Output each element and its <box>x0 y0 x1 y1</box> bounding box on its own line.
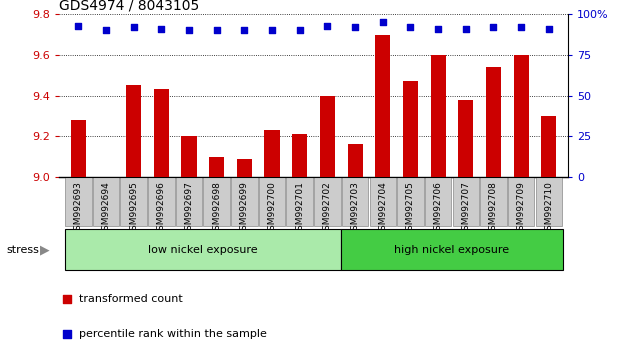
Text: GSM992705: GSM992705 <box>406 181 415 236</box>
Point <box>129 24 138 30</box>
Bar <box>430 55 446 177</box>
FancyBboxPatch shape <box>231 177 258 226</box>
FancyBboxPatch shape <box>369 177 396 226</box>
Text: high nickel exposure: high nickel exposure <box>394 245 510 255</box>
Text: GSM992710: GSM992710 <box>545 181 553 236</box>
Bar <box>292 134 307 177</box>
Text: transformed count: transformed count <box>79 293 183 304</box>
Bar <box>514 55 528 177</box>
Bar <box>237 159 252 177</box>
Point <box>184 28 194 33</box>
Point <box>61 296 71 302</box>
Point <box>101 28 111 33</box>
Point <box>267 28 277 33</box>
Bar <box>181 136 197 177</box>
Bar <box>375 35 391 177</box>
Point <box>322 23 332 28</box>
Text: GSM992693: GSM992693 <box>74 181 83 236</box>
FancyBboxPatch shape <box>453 177 479 226</box>
Text: GSM992699: GSM992699 <box>240 181 249 236</box>
FancyBboxPatch shape <box>480 177 507 226</box>
Point <box>212 28 222 33</box>
FancyBboxPatch shape <box>148 177 175 226</box>
Text: GSM992709: GSM992709 <box>517 181 525 236</box>
Point <box>544 26 554 32</box>
Text: low nickel exposure: low nickel exposure <box>148 245 258 255</box>
Point <box>516 24 526 30</box>
Text: ▶: ▶ <box>40 243 50 256</box>
Text: GSM992701: GSM992701 <box>295 181 304 236</box>
Text: percentile rank within the sample: percentile rank within the sample <box>79 329 267 339</box>
Point <box>156 26 166 32</box>
Bar <box>71 120 86 177</box>
Point <box>61 331 71 336</box>
Bar <box>348 144 363 177</box>
Point <box>489 24 499 30</box>
Text: GDS4974 / 8043105: GDS4974 / 8043105 <box>59 0 199 13</box>
FancyBboxPatch shape <box>176 177 202 226</box>
Text: GSM992706: GSM992706 <box>433 181 443 236</box>
Point <box>433 26 443 32</box>
Text: GSM992707: GSM992707 <box>461 181 470 236</box>
Bar <box>209 157 224 177</box>
FancyBboxPatch shape <box>65 177 92 226</box>
Text: GSM992698: GSM992698 <box>212 181 221 236</box>
Bar <box>154 90 169 177</box>
Text: GSM992702: GSM992702 <box>323 181 332 236</box>
FancyBboxPatch shape <box>314 177 341 226</box>
Bar <box>458 99 473 177</box>
FancyBboxPatch shape <box>286 177 313 226</box>
FancyBboxPatch shape <box>342 177 368 226</box>
FancyBboxPatch shape <box>65 229 342 270</box>
Point <box>406 24 415 30</box>
Text: GSM992697: GSM992697 <box>184 181 194 236</box>
Bar <box>403 81 418 177</box>
Text: GSM992700: GSM992700 <box>268 181 276 236</box>
Bar <box>126 85 142 177</box>
FancyBboxPatch shape <box>120 177 147 226</box>
Text: GSM992696: GSM992696 <box>157 181 166 236</box>
FancyBboxPatch shape <box>397 177 424 226</box>
FancyBboxPatch shape <box>425 177 451 226</box>
Point <box>73 23 83 28</box>
Text: stress: stress <box>6 245 39 255</box>
Bar <box>486 67 501 177</box>
FancyBboxPatch shape <box>508 177 535 226</box>
Text: GSM992694: GSM992694 <box>102 181 111 236</box>
FancyBboxPatch shape <box>259 177 286 226</box>
Text: GSM992703: GSM992703 <box>351 181 360 236</box>
Text: GSM992704: GSM992704 <box>378 181 388 236</box>
Bar <box>542 116 556 177</box>
Text: GSM992708: GSM992708 <box>489 181 498 236</box>
Point <box>378 19 388 25</box>
FancyBboxPatch shape <box>93 177 119 226</box>
Bar <box>265 130 279 177</box>
Point <box>350 24 360 30</box>
FancyBboxPatch shape <box>342 229 563 270</box>
FancyBboxPatch shape <box>535 177 562 226</box>
Point <box>295 28 305 33</box>
Text: GSM992695: GSM992695 <box>129 181 138 236</box>
Point <box>240 28 250 33</box>
Bar <box>320 96 335 177</box>
FancyBboxPatch shape <box>204 177 230 226</box>
Point <box>461 26 471 32</box>
